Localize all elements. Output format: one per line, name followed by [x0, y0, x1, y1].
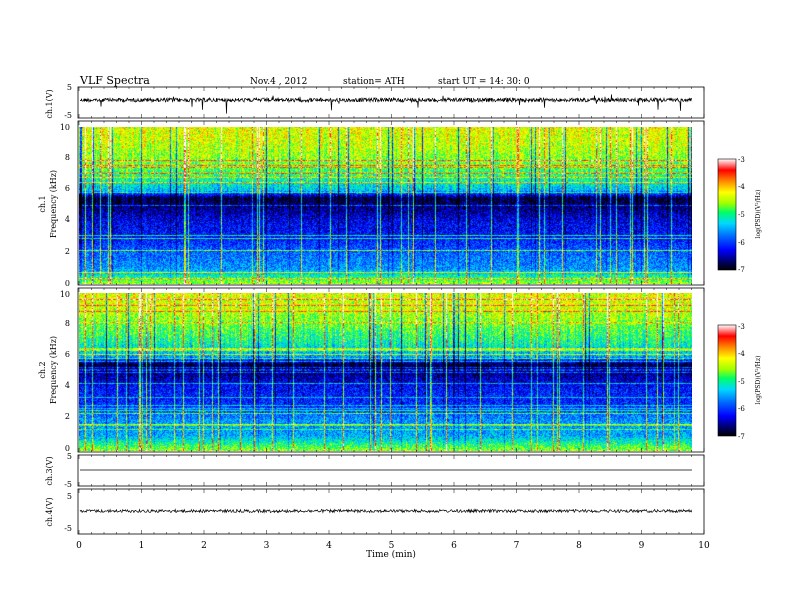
- time-tick-label-5: 5: [389, 541, 395, 551]
- ch4-wave-axis-label: ch.4(V): [45, 497, 54, 526]
- ch4-waveform-panel: 5 -5 ch.4(V): [45, 488, 705, 535]
- ch1-freq-tick-0: 0: [65, 279, 70, 288]
- cb1-tick-m3: -3: [738, 156, 745, 164]
- cb1-label: log(PSD)(V²/Hz): [755, 190, 762, 239]
- figure-title: VLF Spectra: [79, 74, 150, 87]
- time-tick-label-9: 9: [639, 541, 645, 551]
- cb1-tick-m7: -7: [738, 266, 745, 274]
- cb1-tick-m5: -5: [738, 211, 745, 219]
- ch2-freq-tick-6: 6: [65, 350, 70, 359]
- ch4-waveform-line: [79, 508, 693, 514]
- cb2-tick-m7: -7: [738, 433, 745, 441]
- ch1-colorbar: -3 -4 -5 -6 -7 log(PSD)(V²/Hz): [717, 156, 762, 274]
- ch1-freq-tick-6: 6: [65, 184, 70, 193]
- ch1-spectrogram-image: [79, 127, 692, 284]
- date-label: Nov.4 , 2012: [250, 77, 307, 87]
- time-axis-ticks: [78, 87, 705, 534]
- ch1-spectrogram-panel: 0 2 4 6 8 10 ch.1 Frequency (kHz): [38, 120, 705, 288]
- ch2-colorbar: -3 -4 -5 -6 -7 log(PSD)(V²/Hz): [717, 323, 762, 441]
- ch4-tick-bottom: -5: [64, 524, 72, 533]
- time-axis-tick-labels: 0 1 2 3 4 5 6 7 8 9 10: [76, 541, 710, 551]
- cb2-tick-m5: -5: [738, 378, 745, 386]
- cb1-tick-m6: -6: [738, 239, 745, 247]
- station-label: station= ATH: [343, 77, 405, 87]
- ch2-freq-tick-4: 4: [65, 381, 70, 390]
- ch1-freq-tick-2: 2: [65, 247, 70, 256]
- ch3-waveform-panel: 5 -5 ch.3(V): [45, 452, 705, 489]
- ch1-waveform-panel: 5 -5 ch.1(V): [45, 83, 705, 120]
- ch4-tick-top: 5: [67, 492, 72, 501]
- cb2-tick-m6: -6: [738, 405, 745, 413]
- ch1-freq-tick-8: 8: [65, 153, 70, 162]
- time-axis-label: Time (min): [366, 549, 416, 560]
- ch2-spec-freq-label: Frequency (kHz): [49, 336, 58, 404]
- ch1-tick-bottom: -5: [64, 111, 72, 120]
- ch1-freq-tick-4: 4: [65, 215, 70, 224]
- ch1-wave-axis-label: ch.1(V): [45, 89, 54, 118]
- time-tick-label-4: 4: [326, 541, 332, 551]
- time-tick-label-6: 6: [451, 541, 457, 551]
- time-tick-label-10: 10: [698, 541, 710, 551]
- ch3-tick-top: 5: [67, 452, 72, 461]
- cb2-tick-m3: -3: [738, 323, 745, 331]
- cb1-tick-m4: -4: [738, 183, 745, 191]
- ch2-spectrogram-image: [79, 293, 692, 451]
- ch2-freq-tick-0: 0: [65, 444, 70, 453]
- ch3-wave-axis-label: ch.3(V): [45, 456, 54, 485]
- ch2-spectrogram-panel: 0 2 4 6 8 10 ch.2 Frequency (kHz): [38, 287, 705, 453]
- time-tick-label-7: 7: [514, 541, 520, 551]
- time-tick-label-0: 0: [76, 541, 82, 551]
- cb2-label: log(PSD)(V²/Hz): [755, 356, 762, 405]
- ch1-waveform-line: [79, 94, 693, 114]
- ch1-spec-channel-label: ch.1: [38, 195, 47, 212]
- ch2-freq-tick-2: 2: [65, 412, 70, 421]
- start-time-label: start UT = 14: 30: 0: [438, 77, 530, 87]
- time-tick-label-2: 2: [201, 541, 207, 551]
- time-tick-label-1: 1: [139, 541, 145, 551]
- ch1-freq-tick-10: 10: [60, 123, 70, 132]
- ch1-spec-freq-label: Frequency (kHz): [49, 170, 58, 238]
- ch3-tick-bottom: -5: [64, 480, 72, 489]
- ch2-freq-tick-8: 8: [65, 319, 70, 328]
- time-tick-label-8: 8: [576, 541, 582, 551]
- ch2-freq-tick-10: 10: [60, 290, 70, 299]
- ch2-spec-channel-label: ch.2: [38, 361, 47, 378]
- ch1-tick-top: 5: [67, 83, 72, 92]
- cb2-tick-m4: -4: [738, 350, 745, 358]
- time-tick-label-3: 3: [264, 541, 270, 551]
